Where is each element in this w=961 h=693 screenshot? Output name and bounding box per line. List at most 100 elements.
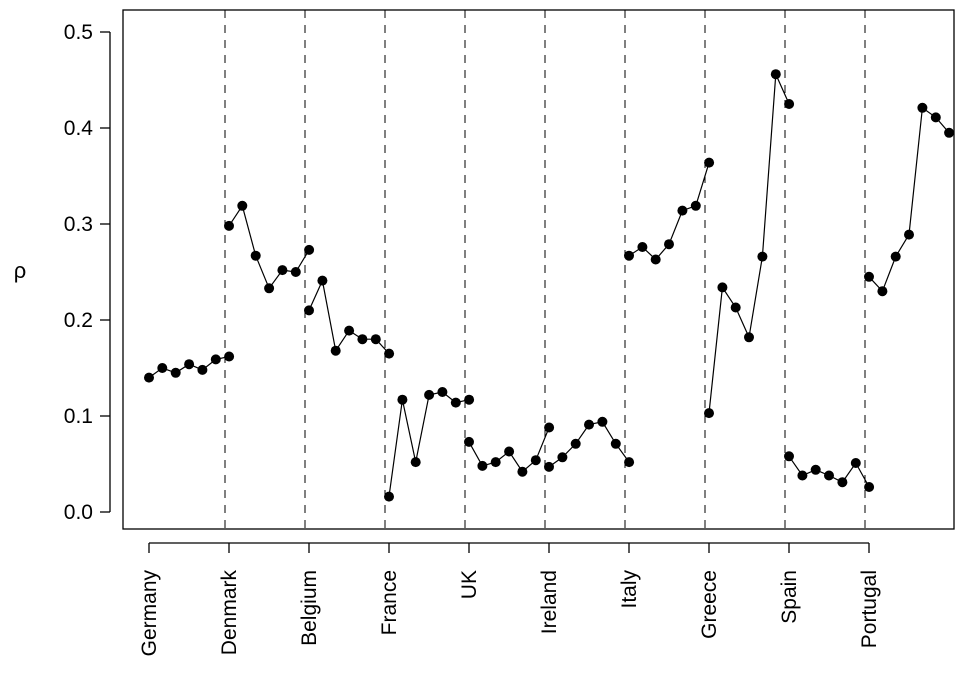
data-point: [637, 242, 648, 252]
series-belgium: [304, 275, 395, 359]
data-point: [504, 446, 515, 457]
y-tick-label: 0.3: [64, 213, 93, 236]
data-point: [370, 334, 381, 345]
series-ireland: [544, 416, 635, 472]
data-point: [904, 229, 914, 240]
y-tick-label: 0.2: [64, 309, 93, 332]
series-line: [868, 106, 950, 293]
data-point: [384, 491, 394, 502]
data-point: [624, 250, 634, 261]
data-point: [890, 251, 901, 262]
data-point: [717, 282, 728, 293]
data-point: [264, 283, 275, 294]
data-point: [277, 265, 288, 276]
series-germany: [144, 351, 235, 383]
data-point: [184, 359, 195, 370]
data-point: [250, 250, 261, 261]
x-tick-label: Ireland: [538, 570, 561, 634]
data-point: [557, 452, 568, 463]
data-point: [850, 458, 861, 468]
data-point: [424, 389, 435, 400]
data-point: [824, 470, 834, 481]
data-point: [864, 271, 874, 282]
data-point: [170, 367, 181, 378]
x-tick-label: Italy: [618, 570, 641, 609]
x-tick-label: Spain: [778, 570, 801, 624]
data-point: [344, 325, 355, 336]
data-point: [517, 466, 528, 477]
data-point: [157, 363, 168, 373]
data-point: [477, 460, 488, 471]
series-france: [384, 387, 475, 502]
data-point: [584, 419, 594, 430]
x-tick-label: Portugal: [858, 570, 881, 648]
data-point: [704, 408, 714, 419]
series-group: [144, 69, 955, 502]
data-point: [770, 69, 781, 80]
data-point: [144, 372, 154, 383]
data-point: [690, 200, 701, 211]
data-point: [450, 397, 461, 408]
data-point: [530, 455, 541, 466]
data-point: [837, 477, 848, 488]
data-point: [544, 422, 555, 433]
series-uk: [464, 422, 555, 477]
data-point: [810, 464, 821, 475]
x-tick-label: Belgium: [298, 570, 321, 646]
y-tick-label: 0.5: [64, 21, 93, 44]
group-separators: [224, 10, 866, 529]
data-point: [704, 157, 715, 168]
data-point: [197, 364, 208, 375]
data-point: [490, 457, 501, 468]
data-point: [624, 457, 635, 468]
data-point: [317, 275, 328, 286]
data-point: [397, 394, 408, 405]
data-point: [464, 436, 474, 447]
data-point: [224, 351, 235, 362]
data-point: [224, 220, 234, 231]
y-axis-title: ρ: [14, 258, 27, 283]
series-greece: [704, 69, 795, 419]
data-point: [597, 416, 608, 427]
data-point: [464, 394, 475, 405]
x-tick-label: Denmark: [218, 570, 241, 656]
data-point: [744, 332, 754, 343]
data-point: [437, 387, 448, 397]
data-point: [304, 244, 315, 255]
data-point: [290, 267, 301, 277]
y-tick-label: 0.1: [64, 405, 93, 428]
data-point: [757, 251, 768, 262]
y-tick-label: 0.4: [64, 117, 94, 140]
data-point: [410, 457, 421, 468]
x-tick-label: UK: [458, 570, 481, 599]
data-point: [877, 286, 888, 297]
data-point: [650, 254, 661, 265]
data-point: [730, 302, 741, 313]
data-point: [610, 438, 621, 449]
data-point: [784, 99, 795, 109]
series-denmark: [224, 200, 315, 294]
data-point: [930, 112, 941, 123]
data-point: [237, 200, 248, 211]
data-point: [384, 348, 395, 359]
x-tick-label: Germany: [138, 570, 161, 657]
x-axis: Germany Denmark Belgium France UK Ireland Ital…: [138, 542, 881, 657]
data-point: [570, 438, 581, 449]
series-italy: [624, 157, 715, 265]
data-point: [357, 334, 368, 345]
data-point: [944, 127, 955, 138]
series-portugal: [864, 102, 955, 297]
data-point: [797, 470, 808, 481]
series-spain: [784, 451, 875, 492]
series-line: [708, 73, 790, 414]
data-point: [677, 205, 688, 216]
plot-frame: [122, 9, 955, 530]
data-point: [917, 102, 928, 113]
y-axis: 0.0 0.1 0.2 0.3 0.4 0.5: [64, 21, 111, 524]
data-point: [664, 239, 674, 250]
data-point: [304, 305, 314, 316]
x-tick-label: France: [378, 570, 401, 635]
x-tick-label: Greece: [698, 570, 721, 639]
data-point: [544, 461, 554, 472]
